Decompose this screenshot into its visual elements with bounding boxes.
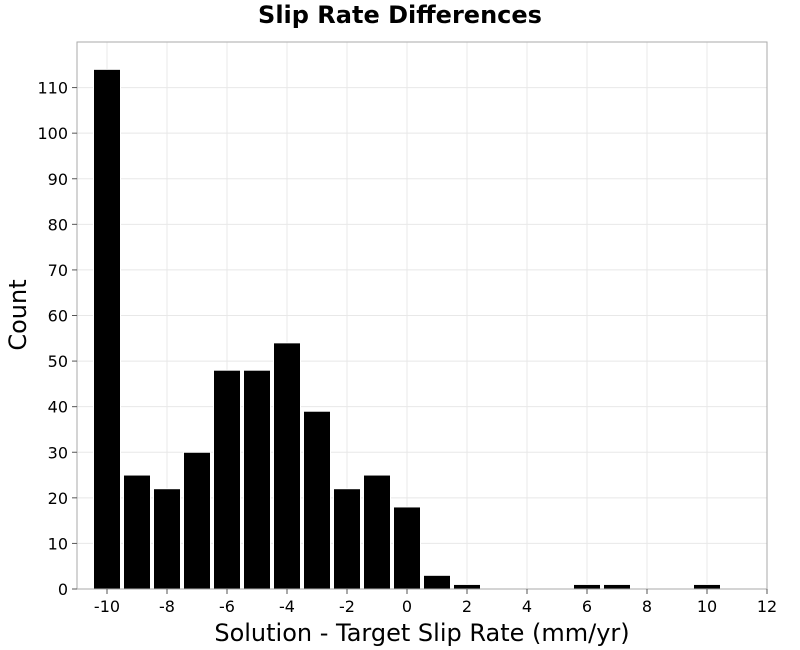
histogram-bar: [333, 488, 361, 590]
histogram-bar: [243, 369, 271, 590]
y-axis-ticks: 0 10 20 30 40 50 60 70 80 90 100 110: [37, 79, 77, 599]
x-tick-label: 0: [402, 597, 412, 616]
x-tick-label: 10: [697, 597, 717, 616]
bars-group: [93, 68, 721, 590]
y-tick-label: 20: [48, 489, 68, 508]
x-tick-label: -4: [279, 597, 295, 616]
y-tick-label: 70: [48, 261, 68, 280]
x-tick-label: -2: [339, 597, 355, 616]
y-tick-label: 80: [48, 215, 68, 234]
x-axis-ticks: -10 -8 -6 -4 -2 0 2 4 6 8 10 12: [94, 589, 777, 616]
x-tick-label: 4: [522, 597, 532, 616]
histogram-bar: [363, 474, 391, 590]
chart-title: Slip Rate Differences: [258, 1, 542, 29]
y-tick-label: 10: [48, 534, 68, 553]
histogram-bar: [93, 68, 121, 590]
histogram-bar: [423, 574, 451, 590]
x-tick-label: 6: [582, 597, 592, 616]
y-tick-label: 110: [37, 79, 68, 98]
y-tick-label: 40: [48, 398, 68, 417]
histogram-bar: [183, 451, 211, 590]
y-tick-label: 50: [48, 352, 68, 371]
histogram-bar: [123, 474, 151, 590]
y-axis-label: Count: [4, 279, 32, 350]
histogram-bar: [603, 583, 631, 590]
histogram-bar: [303, 410, 331, 590]
histogram-bar: [453, 583, 481, 590]
y-tick-label: 60: [48, 307, 68, 326]
x-axis-label: Solution - Target Slip Rate (mm/yr): [214, 619, 629, 647]
x-tick-label: -6: [219, 597, 235, 616]
histogram-bar: [393, 506, 421, 590]
histogram-bar: [693, 583, 721, 590]
x-tick-label: 8: [642, 597, 652, 616]
y-tick-label: 90: [48, 170, 68, 189]
x-tick-label: -10: [94, 597, 120, 616]
x-tick-label: 12: [757, 597, 777, 616]
y-tick-label: 100: [37, 124, 68, 143]
histogram-bar: [153, 488, 181, 590]
histogram-bar: [213, 369, 241, 590]
y-tick-label: 0: [58, 580, 68, 599]
x-tick-label: -8: [159, 597, 175, 616]
x-tick-label: 2: [462, 597, 472, 616]
histogram-bar: [573, 583, 601, 590]
y-tick-label: 30: [48, 443, 68, 462]
histogram-bar: [273, 342, 301, 590]
